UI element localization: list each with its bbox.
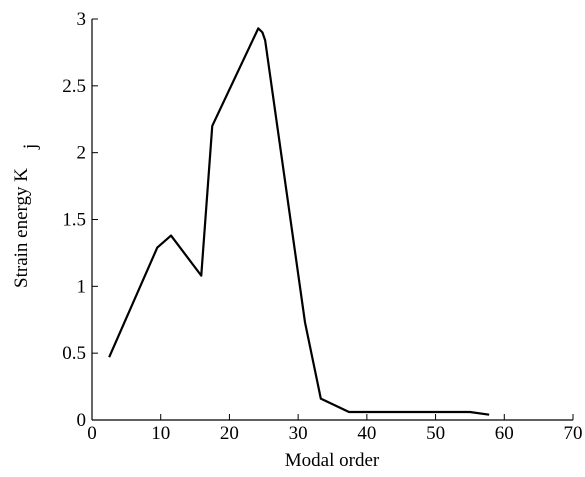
x-tick-label: 30 bbox=[289, 423, 308, 444]
y-tick-label: 0 bbox=[77, 410, 87, 431]
x-tick-label: 40 bbox=[357, 423, 376, 444]
y-tick-label: 3 bbox=[77, 9, 87, 30]
x-tick-label: 0 bbox=[87, 423, 97, 444]
x-tick-label: 60 bbox=[495, 423, 514, 444]
y-tick-label: 1 bbox=[77, 276, 87, 297]
x-axis-label: Modal order bbox=[285, 450, 380, 471]
x-tick-label: 70 bbox=[564, 423, 583, 444]
y-tick-label: 2.5 bbox=[62, 76, 86, 97]
x-tick-label: 50 bbox=[426, 423, 445, 444]
x-tick-label: 20 bbox=[220, 423, 239, 444]
y-axis-label: Strain energy K bbox=[11, 168, 32, 288]
y-axis-label-subscript: j bbox=[20, 144, 41, 150]
y-tick-label: 2 bbox=[77, 143, 87, 164]
y-tick-label: 0.5 bbox=[62, 343, 86, 364]
y-tick-label: 1.5 bbox=[62, 210, 86, 231]
y-axis-label-group: Strain energy K j bbox=[11, 144, 41, 288]
x-tick-label: 10 bbox=[151, 423, 170, 444]
data-line bbox=[108, 27, 490, 416]
